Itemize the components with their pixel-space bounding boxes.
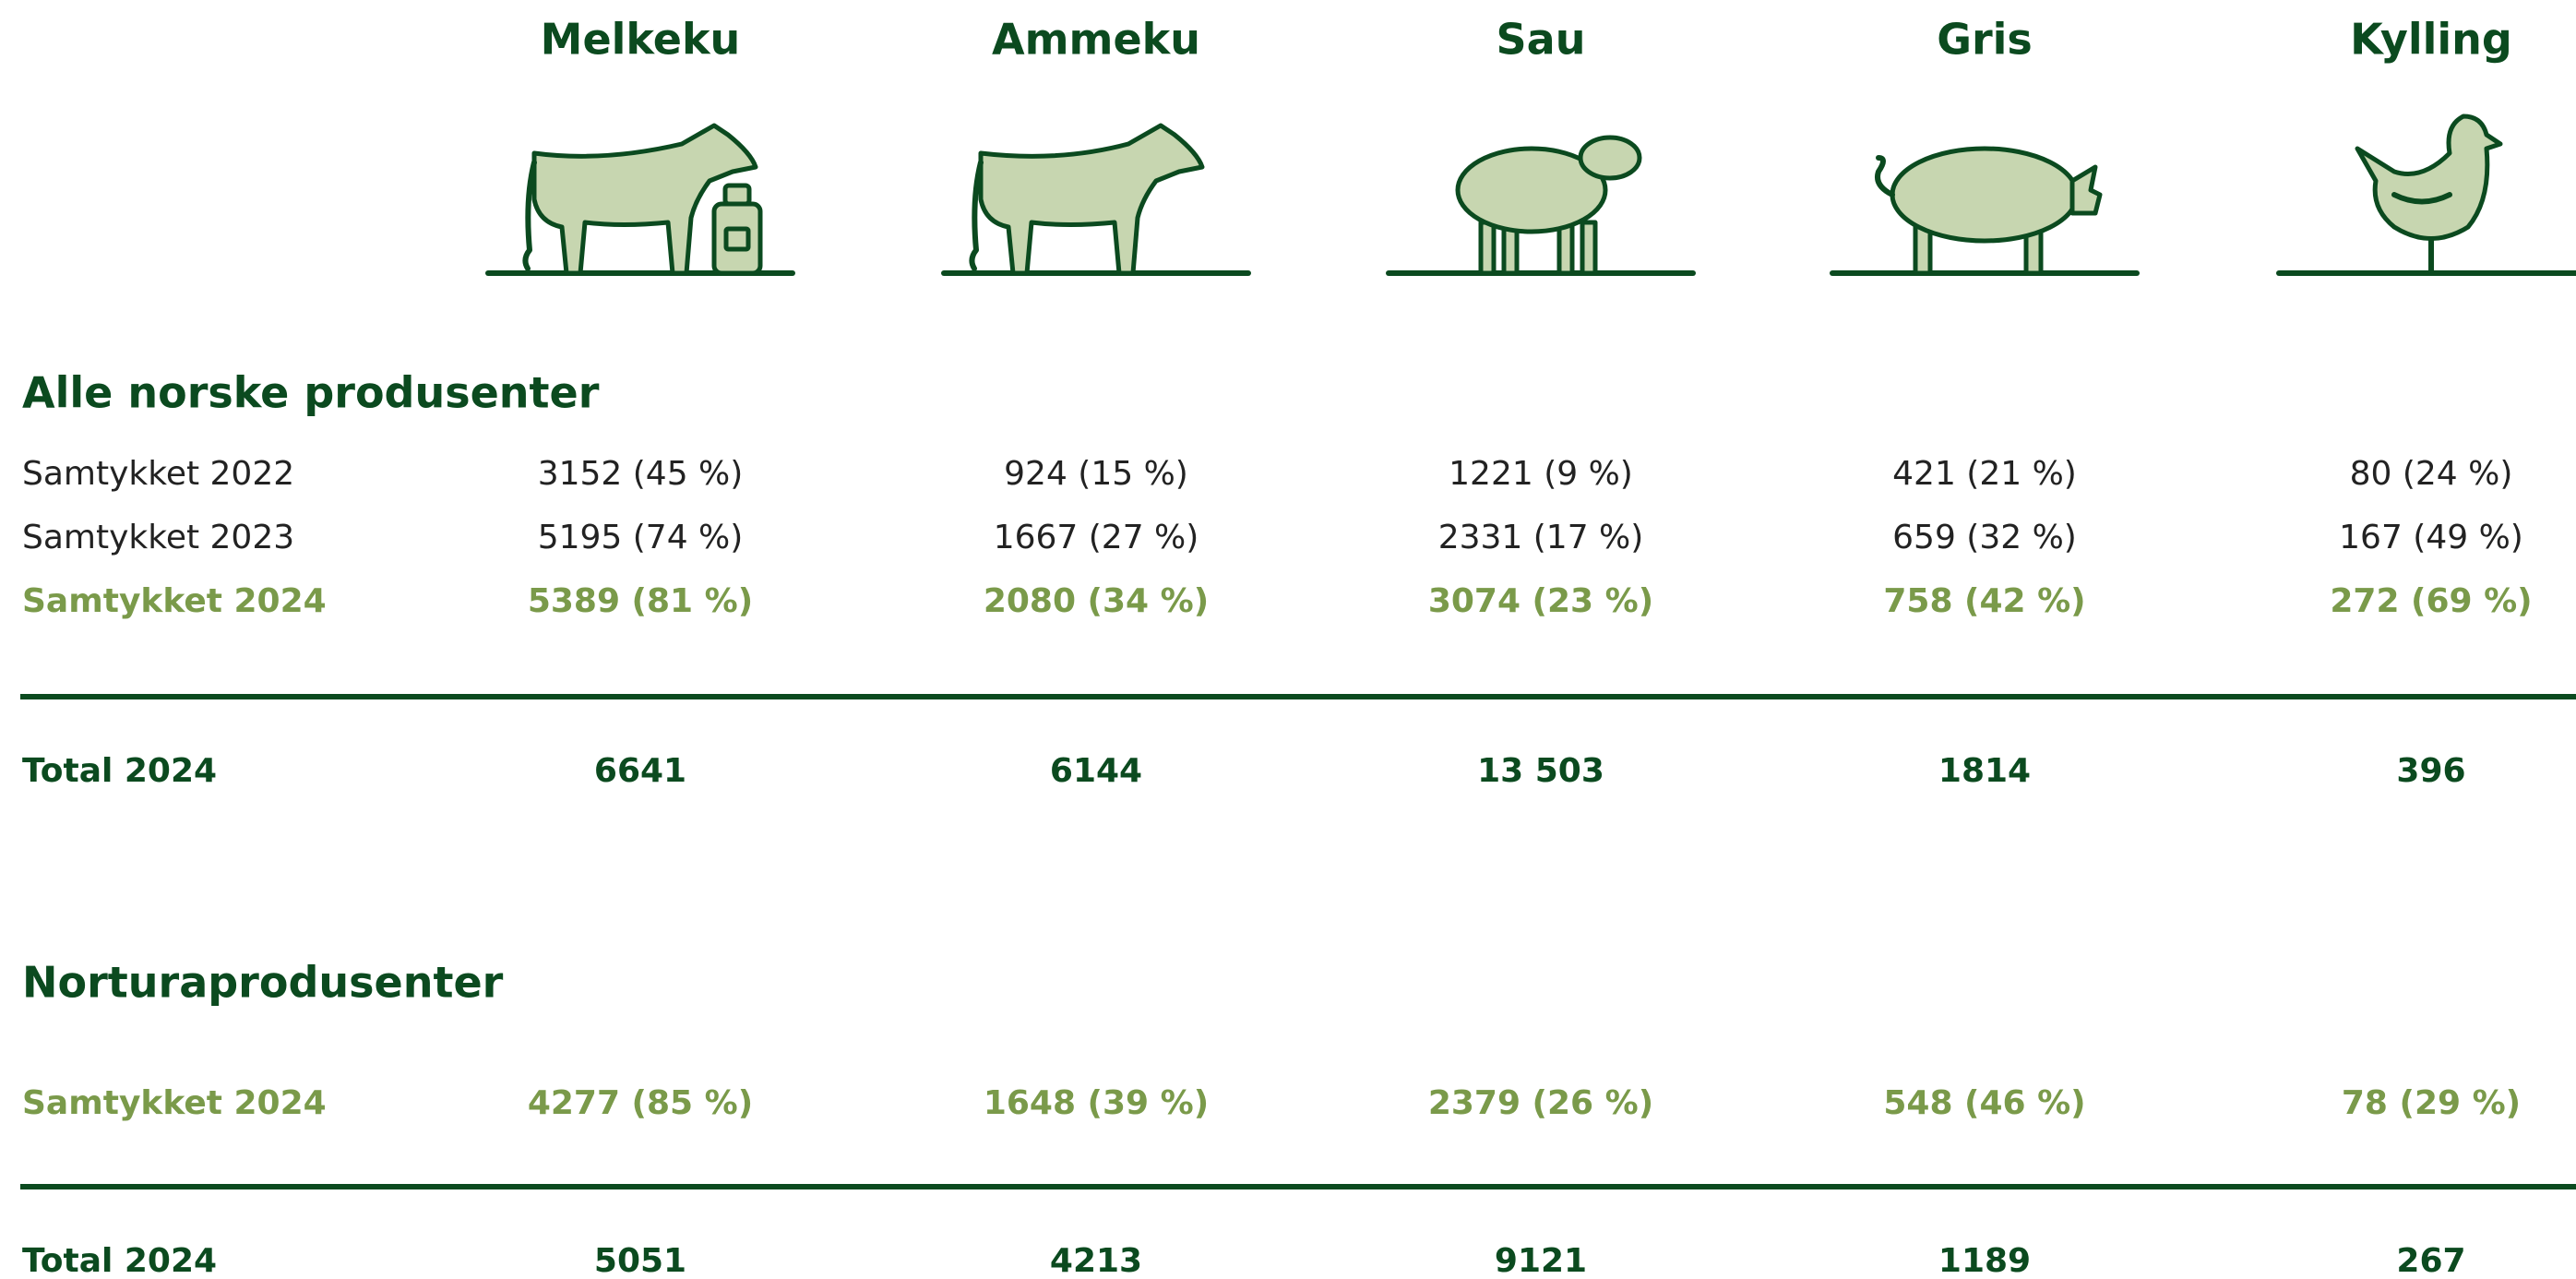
row-label: Samtykket 2023	[22, 519, 294, 556]
total-cell: 6144	[1050, 752, 1142, 790]
cell: 2080 (34 %)	[984, 582, 1209, 620]
total-cell: 9121	[1495, 1242, 1587, 1279]
cell: 2331 (17 %)	[1438, 519, 1644, 556]
column-header: Melkeku	[541, 15, 741, 65]
cell: 758 (42 %)	[1883, 582, 2085, 620]
cell: 5389 (81 %)	[528, 582, 753, 620]
total-label: Total 2024	[22, 1242, 217, 1279]
total-cell: 1189	[1938, 1242, 2031, 1279]
pig-icon	[1830, 146, 2140, 276]
cell: 924 (15 %)	[1004, 455, 1188, 493]
section-title: Norturaprodusenter	[22, 958, 504, 1008]
cow-icon	[941, 123, 1251, 276]
cell: 548 (46 %)	[1883, 1084, 2085, 1122]
cell: 4277 (85 %)	[528, 1084, 753, 1122]
section-title: Alle norske produsenter	[22, 368, 600, 418]
cell: 659 (32 %)	[1892, 519, 2077, 556]
total-label: Total 2024	[22, 752, 217, 790]
cell: 3152 (45 %)	[538, 455, 744, 493]
cell: 1221 (9 %)	[1449, 455, 1633, 493]
cow-milk-icon	[485, 123, 795, 276]
cell: 2379 (26 %)	[1428, 1084, 1653, 1122]
column-header: Sau	[1497, 15, 1586, 65]
total-cell: 1814	[1938, 752, 2031, 790]
row-label: Samtykket 2024	[22, 582, 327, 620]
cell: 167 (49 %)	[2339, 519, 2523, 556]
chicken-icon	[2276, 114, 2576, 276]
cell: 421 (21 %)	[1892, 455, 2077, 493]
total-cell: 267	[2396, 1242, 2465, 1279]
total-cell: 5051	[594, 1242, 686, 1279]
cell: 272 (69 %)	[2330, 582, 2532, 620]
total-cell: 13 503	[1477, 752, 1604, 790]
row-label: Samtykket 2024	[22, 1084, 327, 1122]
cell: 5195 (74 %)	[538, 519, 744, 556]
cell: 1667 (27 %)	[994, 519, 1199, 556]
cell: 1648 (39 %)	[984, 1084, 1209, 1122]
total-cell: 396	[2396, 752, 2465, 790]
sheep-icon	[1386, 135, 1696, 276]
cell: 3074 (23 %)	[1428, 582, 1653, 620]
total-cell: 4213	[1050, 1242, 1142, 1279]
column-header: Ammeku	[992, 15, 1200, 65]
column-header: Gris	[1937, 15, 2033, 65]
column-header: Kylling	[2350, 15, 2512, 65]
total-cell: 6641	[594, 752, 686, 790]
cell: 78 (29 %)	[2342, 1084, 2521, 1122]
cell: 80 (24 %)	[2350, 455, 2513, 493]
row-label: Samtykket 2022	[22, 455, 294, 493]
